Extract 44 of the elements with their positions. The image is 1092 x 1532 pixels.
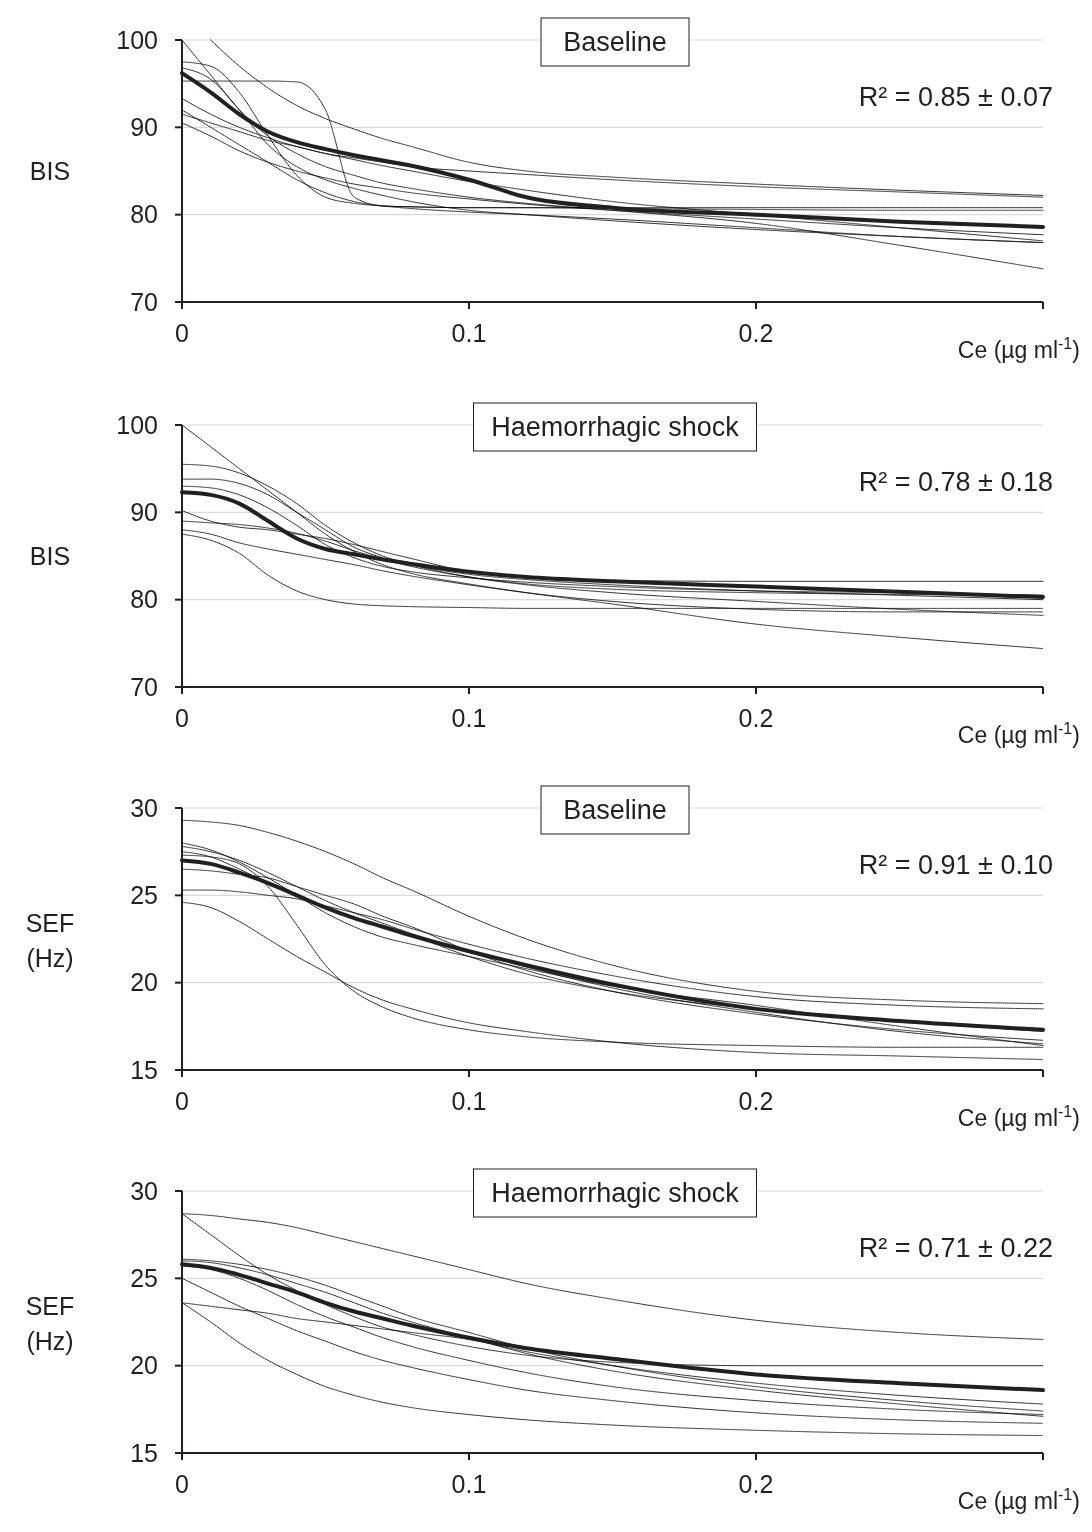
x-tick-label: 0.2 <box>738 319 774 347</box>
chart-title: Baseline <box>563 27 667 58</box>
x-tick-label: 0.1 <box>451 319 487 347</box>
x-axis-title: Ce (µg ml$^{-1}$) <box>957 719 1080 748</box>
y-tick-label: 30 <box>130 793 158 822</box>
y-tick-label: 15 <box>130 1438 158 1467</box>
annotation: R² = 0.78 ± 0.18 <box>858 467 1053 497</box>
y-tick-label: 80 <box>130 200 158 229</box>
annotation: R² = 0.91 ± 0.10 <box>858 850 1053 880</box>
y-tick-label: 20 <box>130 968 158 997</box>
chart-title: Haemorrhagic shock <box>491 1178 740 1209</box>
y-tick-label: 70 <box>130 287 158 316</box>
y-tick-label: 80 <box>130 585 158 614</box>
y-axis-title: SEF (Hz) <box>25 908 75 972</box>
y-axis-title: SEF (Hz) <box>25 1291 75 1355</box>
y-tick-label: 25 <box>130 881 158 910</box>
x-tick-label: 0 <box>175 704 189 732</box>
y-tick-label: 90 <box>130 498 158 527</box>
y-tick-label: 100 <box>116 25 158 54</box>
y-tick-label: 20 <box>130 1351 158 1380</box>
annotation: R² = 0.85 ± 0.07 <box>858 82 1053 112</box>
y-tick-label: 90 <box>130 113 158 142</box>
x-axis-title: Ce (µg ml$^{-1}$) <box>957 1102 1080 1131</box>
x-tick-label: 0.2 <box>738 704 774 732</box>
y-axis-title: BIS <box>29 541 71 570</box>
x-tick-label: 0 <box>175 1087 189 1115</box>
y-tick-label: 25 <box>130 1264 158 1293</box>
chart-title: Baseline <box>563 795 667 826</box>
x-tick-label: 0 <box>175 319 189 347</box>
y-tick-label: 100 <box>116 410 158 439</box>
x-tick-label: 0.1 <box>451 704 487 732</box>
y-tick-label: 30 <box>130 1176 158 1205</box>
x-axis-title: Ce (µg ml$^{-1}$) <box>957 334 1080 363</box>
y-axis-title: BIS <box>29 156 71 185</box>
chart-title: Haemorrhagic shock <box>491 412 740 443</box>
y-tick-label: 70 <box>130 672 158 701</box>
x-tick-label: 0.2 <box>738 1470 774 1498</box>
x-tick-label: 0.1 <box>451 1087 487 1115</box>
x-tick-label: 0.1 <box>451 1470 487 1498</box>
x-tick-label: 0 <box>175 1470 189 1498</box>
x-tick-label: 0.2 <box>738 1087 774 1115</box>
annotation: R² = 0.71 ± 0.22 <box>858 1233 1053 1263</box>
y-tick-label: 15 <box>130 1055 158 1084</box>
x-axis-title: Ce (µg ml$^{-1}$) <box>957 1485 1080 1514</box>
